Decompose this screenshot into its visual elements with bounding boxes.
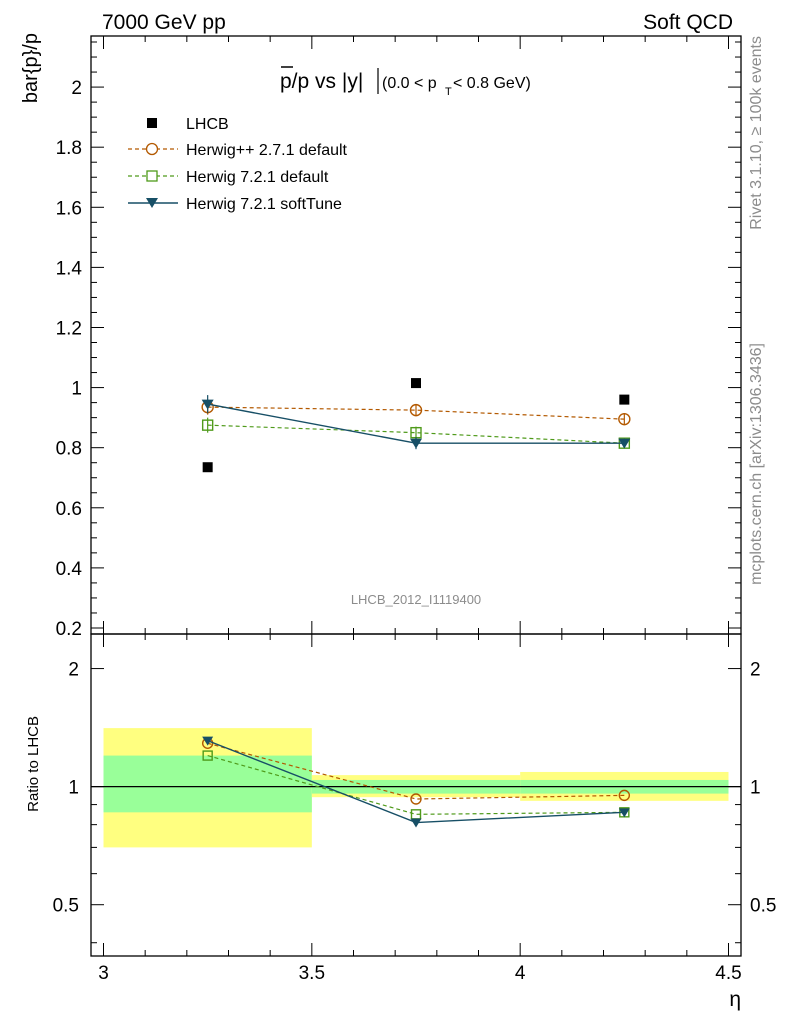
plot-title-range-b: < 0.8 GeV)	[453, 75, 531, 92]
main-ytick-label: 1	[71, 379, 82, 400]
ratio-ylabel: Ratio to LHCB	[25, 716, 42, 812]
analysis-watermark: LHCB_2012_I1119400	[351, 592, 481, 607]
ratio-plot-data	[201, 736, 631, 828]
main-point-series-3-2	[618, 438, 631, 449]
legend-label-lhcb: LHCB	[186, 116, 229, 133]
header-right: Soft QCD	[643, 11, 733, 34]
legend-marker-herwigpp	[145, 142, 159, 156]
main-point-series-0-0	[202, 462, 213, 473]
ratio-point-series-3-0	[202, 736, 214, 746]
ratio-point-series-2-0	[202, 750, 213, 761]
ratio-ytick-label-left: 0.5	[53, 896, 79, 917]
main-point-series-2-0	[201, 419, 214, 431]
ratio-line-series-1	[207, 742, 625, 800]
xtick-label: 3	[98, 963, 109, 984]
legend-item-lhcb: LHCB	[147, 116, 229, 133]
legend-label-herwig7-default: Herwig 7.2.1 default	[186, 169, 329, 186]
axes: 0.2 0.4 0.6 0.8 1 1.2 1.4 1.6 1.8 2 3 3.5 4 4.5 0.5 0.5…	[53, 35, 776, 984]
main-plot-data	[201, 378, 631, 473]
main-point-series-3-0	[201, 399, 214, 410]
ratio-frame	[90, 633, 742, 957]
rivet-version-label: Rivet 3.1.10, ≥ 100k events	[748, 36, 765, 230]
ratio-point-series-3-2	[618, 808, 630, 818]
legend-marker-lhcb	[147, 118, 157, 128]
legend: LHCB Herwig++ 2.7.1 default Herwig 7.2.1…	[128, 116, 348, 213]
main-ytick-label: 0.2	[56, 619, 82, 640]
legend-item-herwig7-default: Herwig 7.2.1 default	[128, 169, 329, 186]
ratio-point-series-3-1	[410, 818, 422, 828]
main-point-series-1-1	[409, 403, 423, 417]
plot-title: p/p vs |y| (0.0 < p T < 0.8 GeV)	[280, 66, 531, 98]
legend-marker-herwig7-softtune	[146, 198, 158, 208]
legend-item-herwigpp: Herwig++ 2.7.1 default	[128, 142, 348, 159]
main-point-series-0-1	[411, 378, 421, 389]
xtick-label: 4.5	[715, 963, 741, 984]
plot-title-sub: T	[445, 86, 452, 98]
ratio-uncertainty-bands	[91, 728, 741, 848]
ratio-ytick-label-right: 2	[750, 660, 761, 681]
ratio-ytick-label-left: 1	[68, 778, 79, 799]
plot-title-range-a: (0.0 < p	[382, 75, 437, 92]
ratio-point-series-1-2	[618, 789, 631, 802]
legend-label-herwig7-softtune: Herwig 7.2.1 softTune	[186, 196, 342, 213]
mcplots-label: mcplots.cern.ch [arXiv:1306.3436]	[748, 343, 765, 585]
main-ytick-label: 1.8	[56, 138, 82, 159]
ratio-ytick-label-right: 1	[750, 778, 761, 799]
ratio-ytick-label-left: 2	[68, 660, 79, 681]
main-ytick-label: 2	[71, 78, 82, 99]
main-point-series-0-2	[619, 394, 630, 405]
main-ytick-label: 1.2	[56, 318, 82, 339]
xtick-label: 3.5	[299, 963, 325, 984]
main-point-series-1-2	[618, 412, 631, 426]
legend-marker-herwig7-default	[146, 170, 158, 182]
ratio-band-green-0	[103, 755, 312, 813]
main-ytick-label: 0.8	[56, 439, 82, 460]
plot-title-main: p/p vs |y|	[280, 70, 363, 93]
ratio-point-series-1-1	[410, 793, 422, 805]
xtick-label: 4	[515, 963, 526, 984]
xlabel: η	[729, 988, 741, 1011]
main-ytick-label: 0.6	[56, 499, 82, 520]
header-left: 7000 GeV pp	[102, 11, 226, 34]
main-ytick-label: 1.6	[56, 198, 82, 219]
ratio-line-series-2	[207, 755, 625, 815]
legend-item-herwig7-softtune: Herwig 7.2.1 softTune	[128, 196, 342, 213]
ratio-ytick-label-right: 0.5	[750, 896, 776, 917]
main-ytick-label: 1.4	[56, 258, 83, 279]
main-ytick-label: 0.4	[56, 559, 83, 580]
legend-label-herwigpp: Herwig++ 2.7.1 default	[186, 142, 348, 159]
main-ylabel: bar{p}/p	[20, 33, 42, 103]
main-point-series-3-1	[410, 438, 422, 449]
